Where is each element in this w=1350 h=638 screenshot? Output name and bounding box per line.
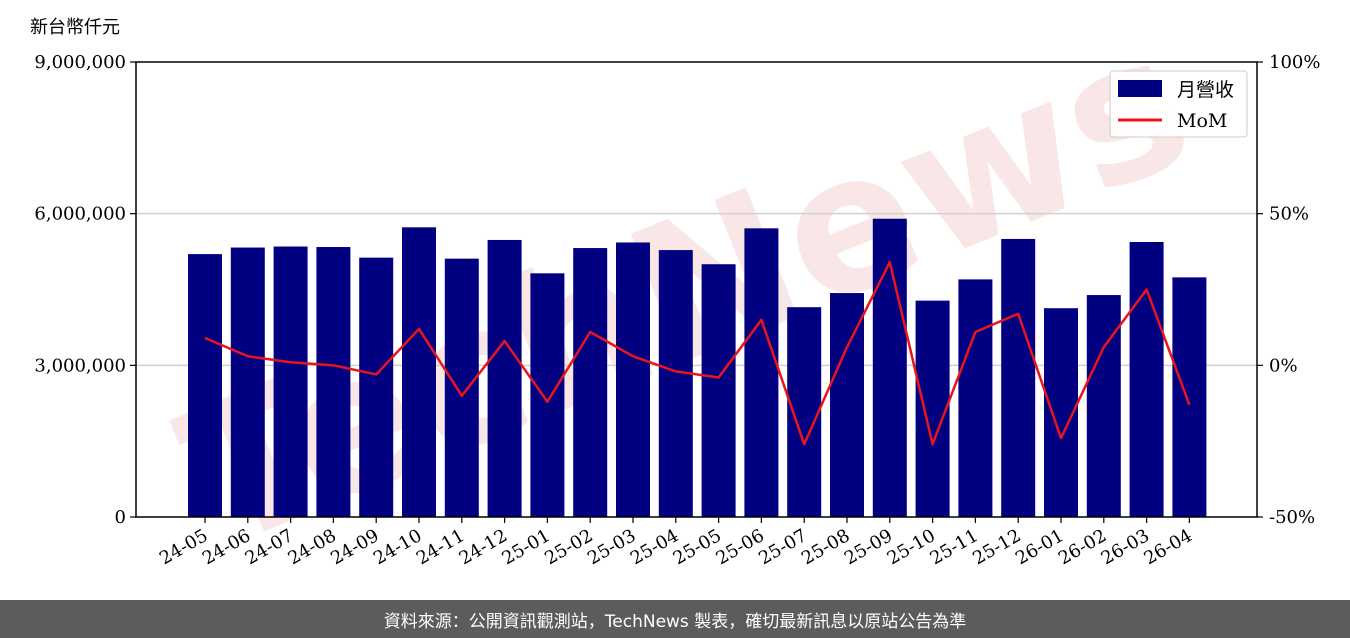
x-tick-label: 24-05 — [156, 525, 211, 569]
x-tick-label: 25-07 — [755, 525, 810, 569]
x-tick-label: 25-03 — [584, 525, 639, 569]
y-left-tick-label: 3,000,000 — [34, 355, 126, 376]
revenue-bar — [744, 228, 779, 518]
x-tick-label: 25-08 — [798, 525, 853, 569]
x-tick-label: 25-10 — [884, 525, 939, 569]
y-axis-unit-label: 新台幣仟元 — [30, 17, 120, 38]
revenue-bar — [830, 293, 864, 517]
legend-swatch-revenue — [1118, 80, 1162, 97]
x-tick-label: 25-05 — [670, 525, 725, 569]
x-tick-label: 25-12 — [969, 525, 1024, 569]
plot-frame — [135, 61, 1258, 518]
y-right-tick-label: 0% — [1269, 355, 1298, 376]
x-tick-label: 25-01 — [498, 525, 553, 569]
revenue-bar — [359, 257, 394, 517]
revenue-bar — [273, 246, 308, 517]
y-right-tick-label: 100% — [1269, 52, 1320, 73]
revenue-bar — [230, 247, 265, 518]
revenue-bar — [701, 264, 736, 517]
x-tick-label: 24-12 — [456, 525, 511, 569]
x-tick-label: 26-04 — [1140, 525, 1195, 569]
x-tick-label: 25-06 — [712, 525, 767, 569]
legend-label-revenue: 月營收 — [1177, 79, 1234, 101]
y-right-tick-label: -50% — [1269, 507, 1315, 528]
revenue-bar — [573, 248, 608, 518]
revenue-bar — [1001, 238, 1036, 517]
revenue-bar — [958, 279, 993, 517]
x-tick-label: 25-09 — [841, 525, 896, 569]
y-left-tick-label: 9,000,000 — [34, 52, 126, 73]
y-left-tick-label: 0 — [115, 507, 126, 528]
revenue-bar — [487, 239, 522, 517]
legend: 月營收 MoM — [1109, 70, 1248, 138]
x-tick-label: 26-01 — [1012, 525, 1067, 569]
chart: TechNews 03,000,0006,000,0009,000,000-50… — [30, 0, 1320, 591]
revenue-bar — [915, 300, 950, 517]
x-tick-label: 25-02 — [541, 525, 596, 569]
revenue-bar — [1129, 241, 1164, 517]
revenue-bar — [1086, 295, 1121, 517]
revenue-bar — [402, 227, 436, 518]
x-tick-label: 26-03 — [1098, 525, 1153, 569]
revenue-bar — [530, 273, 565, 517]
revenue-bar — [188, 254, 222, 517]
x-tick-label: 26-02 — [1055, 525, 1110, 569]
y-left-tick-label: 6,000,000 — [34, 204, 126, 225]
revenue-bar — [1172, 277, 1207, 517]
x-tick-label: 25-04 — [627, 525, 682, 569]
x-tick-label: 24-11 — [413, 525, 468, 569]
mom-series-line — [204, 260, 1191, 446]
legend-label-mom: MoM — [1177, 110, 1227, 132]
mom-line — [204, 260, 1191, 446]
revenue-bar — [658, 250, 693, 518]
y-right-tick-label: 50% — [1269, 204, 1309, 225]
x-tick-label: 25-11 — [926, 525, 981, 569]
footer-source-note: 資料來源：公開資訊觀測站，TechNews 製表，確切最新訊息以原站公告為準 — [0, 600, 1350, 638]
revenue-bar — [616, 242, 650, 517]
revenue-bar — [872, 218, 907, 517]
revenue-bar — [444, 258, 479, 517]
footer-text: 資料來源：公開資訊觀測站，TechNews 製表，確切最新訊息以原站公告為準 — [383, 611, 967, 632]
bars — [188, 218, 1207, 518]
revenue-bar — [316, 247, 351, 518]
